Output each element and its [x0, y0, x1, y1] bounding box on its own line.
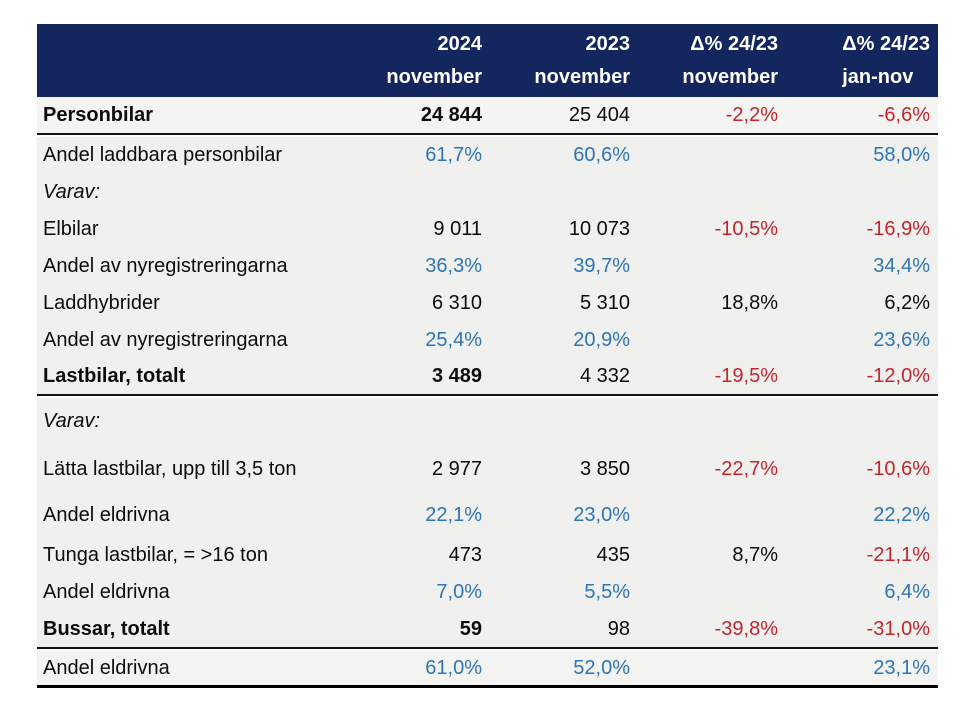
row-label: Lätta lastbilar, upp till 3,5 ton	[43, 457, 297, 480]
column-header-text: 2023 november	[534, 24, 638, 97]
table-row: Laddhybrider 6 310 5 310 18,8% 6,2%	[37, 285, 938, 322]
table-row: Varav:	[37, 398, 938, 444]
header-line1: 2023	[585, 33, 631, 55]
row-label: Andel eldrivna	[43, 504, 170, 526]
column-header-3: Δ% 24/23 november	[638, 24, 786, 97]
table-row: Lastbilar, totalt 3 489 4 332 -19,5% -12,0%	[37, 359, 938, 396]
value-cell: -22,7%	[714, 457, 778, 480]
value-cell: 25,4%	[425, 329, 482, 351]
value-cell: -31,0%	[866, 617, 930, 640]
value-cell: 25 404	[568, 103, 630, 126]
value-cell: -6,6%	[877, 103, 930, 126]
value-cell: 435	[596, 544, 630, 566]
column-header-text: Δ% 24/23 november	[682, 24, 786, 97]
row-label: Andel av nyregistreringarna	[43, 329, 288, 351]
header-line1: Δ% 24/23	[842, 33, 930, 55]
value-cell: -16,9%	[866, 218, 930, 240]
value-cell: 6 310	[431, 292, 482, 314]
table-body: Personbilar 24 844 25 404 -2,2% -6,6% Andel l…	[37, 97, 938, 688]
value-cell: 24 844	[420, 103, 482, 126]
row-label: Personbilar	[43, 103, 154, 126]
table-row: Andel eldrivna 22,1% 23,0% 22,2%	[37, 494, 938, 537]
value-cell: 10 073	[568, 218, 630, 240]
value-cell: -10,5%	[714, 218, 778, 240]
value-cell: -21,1%	[866, 544, 930, 566]
value-cell: 61,0%	[425, 656, 482, 679]
table-row: Andel laddbara personbilar 61,7% 60,6% 58,0…	[37, 137, 938, 174]
value-cell: 58,0%	[873, 144, 930, 166]
column-header-text: Δ% 24/23 jan-nov	[842, 24, 938, 97]
value-cell: 52,0%	[573, 656, 630, 679]
row-label: Varav:	[43, 409, 101, 432]
row-label: Andel av nyregistreringarna	[43, 255, 288, 277]
row-label: Laddhybrider	[43, 292, 160, 314]
table-row: Personbilar 24 844 25 404 -2,2% -6,6%	[37, 97, 938, 135]
table-row: Andel av nyregistreringarna 36,3% 39,7% 34,…	[37, 248, 938, 285]
value-cell: -2,2%	[725, 103, 778, 126]
value-cell: -10,6%	[866, 457, 930, 480]
value-cell: 473	[448, 544, 482, 566]
value-cell: 6,2%	[884, 292, 930, 314]
value-cell: 39,7%	[573, 255, 630, 277]
header-line2: november	[534, 66, 630, 88]
value-cell: 9 011	[433, 218, 482, 240]
table-row: Tunga lastbilar, = >16 ton 473 435 8,7% -21,…	[37, 537, 938, 574]
row-label: Andel eldrivna	[43, 656, 170, 679]
table-row: Lätta lastbilar, upp till 3,5 ton 2 977 3 …	[37, 444, 938, 494]
table-row: Elbilar 9 011 10 073 -10,5% -16,9%	[37, 211, 938, 248]
value-cell: 59	[459, 617, 482, 640]
value-cell: 5 310	[579, 292, 630, 314]
header-line1: Δ% 24/23	[690, 33, 778, 55]
table-row: Bussar, totalt 59 98 -39,8% -31,0%	[37, 611, 938, 649]
value-cell: 23,6%	[873, 329, 930, 351]
value-cell: 7,0%	[436, 581, 482, 603]
value-cell: 23,0%	[573, 504, 630, 526]
row-label: Elbilar	[43, 218, 99, 240]
table-header: 2024 november 2023 november Δ% 24/23 november…	[37, 24, 938, 97]
header-line2: november	[386, 66, 482, 88]
value-cell: 60,6%	[573, 144, 630, 166]
row-label: Tunga lastbilar, = >16 ton	[43, 544, 268, 566]
row-label: Lastbilar, totalt	[43, 365, 186, 387]
value-cell: -19,5%	[714, 365, 778, 387]
header-line1: 2024	[437, 33, 483, 55]
column-header-4: Δ% 24/23 jan-nov	[786, 24, 938, 97]
value-cell: 36,3%	[425, 255, 482, 277]
table-row: Andel eldrivna 61,0% 52,0% 23,1%	[37, 651, 938, 688]
table-row: Andel av nyregistreringarna 25,4% 20,9% 23,…	[37, 322, 938, 359]
row-label: Andel laddbara personbilar	[43, 144, 283, 166]
header-label-spacer	[37, 24, 342, 97]
value-cell: 34,4%	[873, 255, 930, 277]
value-cell: 18,8%	[721, 292, 778, 314]
header-line2: jan-nov	[842, 66, 914, 88]
row-label: Bussar, totalt	[43, 617, 170, 640]
column-header-2: 2023 november	[490, 24, 638, 97]
value-cell: 22,2%	[873, 504, 930, 526]
value-cell: 3 850	[579, 457, 630, 480]
row-label: Andel eldrivna	[43, 581, 170, 603]
value-cell: 23,1%	[873, 656, 930, 679]
value-cell: 22,1%	[425, 504, 482, 526]
column-header-1: 2024 november	[342, 24, 490, 97]
column-header-text: 2024 november	[386, 24, 490, 97]
row-label: Varav:	[43, 181, 101, 203]
value-cell: 20,9%	[573, 329, 630, 351]
value-cell: 6,4%	[884, 581, 930, 603]
value-cell: 5,5%	[584, 581, 630, 603]
value-cell: 3 489	[431, 365, 482, 387]
value-cell: 8,7%	[732, 544, 778, 566]
value-cell: 98	[607, 617, 630, 640]
value-cell: 61,7%	[425, 144, 482, 166]
vehicle-registrations-table: 2024 november 2023 november Δ% 24/23 november…	[37, 24, 938, 688]
table-row: Andel eldrivna 7,0% 5,5% 6,4%	[37, 574, 938, 611]
header-line2: november	[682, 66, 778, 88]
value-cell: -39,8%	[714, 617, 778, 640]
value-cell: 2 977	[431, 457, 482, 480]
value-cell: 4 332	[579, 365, 630, 387]
table-row: Varav:	[37, 174, 938, 211]
value-cell: -12,0%	[866, 365, 930, 387]
